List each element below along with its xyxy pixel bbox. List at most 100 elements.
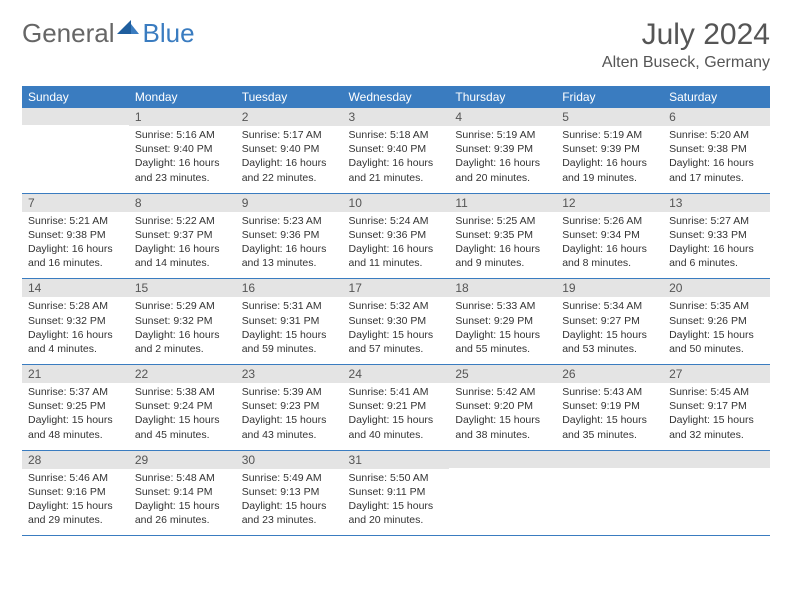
calendar-cell: 7Sunrise: 5:21 AMSunset: 9:38 PMDaylight… xyxy=(22,193,129,279)
sunset-text: Sunset: 9:36 PM xyxy=(349,228,444,242)
day-content: Sunrise: 5:35 AMSunset: 9:26 PMDaylight:… xyxy=(663,297,770,364)
daylight-text: Daylight: 15 hours and 32 minutes. xyxy=(669,413,764,441)
calendar-cell: 18Sunrise: 5:33 AMSunset: 9:29 PMDayligh… xyxy=(449,279,556,365)
calendar-cell: 17Sunrise: 5:32 AMSunset: 9:30 PMDayligh… xyxy=(343,279,450,365)
sunrise-text: Sunrise: 5:45 AM xyxy=(669,385,764,399)
sunrise-text: Sunrise: 5:48 AM xyxy=(135,471,230,485)
daylight-text: Daylight: 15 hours and 23 minutes. xyxy=(242,499,337,527)
day-header: Monday xyxy=(129,86,236,108)
calendar-cell: 1Sunrise: 5:16 AMSunset: 9:40 PMDaylight… xyxy=(129,108,236,193)
sunset-text: Sunset: 9:11 PM xyxy=(349,485,444,499)
daylight-text: Daylight: 16 hours and 9 minutes. xyxy=(455,242,550,270)
day-header: Friday xyxy=(556,86,663,108)
daylight-text: Daylight: 16 hours and 22 minutes. xyxy=(242,156,337,184)
day-content: Sunrise: 5:39 AMSunset: 9:23 PMDaylight:… xyxy=(236,383,343,450)
location-label: Alten Buseck, Germany xyxy=(602,54,770,72)
day-number: 17 xyxy=(343,279,450,297)
daylight-text: Daylight: 15 hours and 43 minutes. xyxy=(242,413,337,441)
day-content: Sunrise: 5:32 AMSunset: 9:30 PMDaylight:… xyxy=(343,297,450,364)
sunrise-text: Sunrise: 5:20 AM xyxy=(669,128,764,142)
daylight-text: Daylight: 16 hours and 19 minutes. xyxy=(562,156,657,184)
day-number xyxy=(556,451,663,468)
calendar-cell: 14Sunrise: 5:28 AMSunset: 9:32 PMDayligh… xyxy=(22,279,129,365)
calendar-cell: 12Sunrise: 5:26 AMSunset: 9:34 PMDayligh… xyxy=(556,193,663,279)
calendar-cell: 11Sunrise: 5:25 AMSunset: 9:35 PMDayligh… xyxy=(449,193,556,279)
daylight-text: Daylight: 16 hours and 2 minutes. xyxy=(135,328,230,356)
sunrise-text: Sunrise: 5:19 AM xyxy=(455,128,550,142)
daylight-text: Daylight: 15 hours and 45 minutes. xyxy=(135,413,230,441)
day-number: 25 xyxy=(449,365,556,383)
daylight-text: Daylight: 15 hours and 55 minutes. xyxy=(455,328,550,356)
sunrise-text: Sunrise: 5:27 AM xyxy=(669,214,764,228)
daylight-text: Daylight: 16 hours and 13 minutes. xyxy=(242,242,337,270)
day-content: Sunrise: 5:16 AMSunset: 9:40 PMDaylight:… xyxy=(129,126,236,193)
day-content: Sunrise: 5:25 AMSunset: 9:35 PMDaylight:… xyxy=(449,212,556,279)
sunset-text: Sunset: 9:19 PM xyxy=(562,399,657,413)
calendar-cell: 24Sunrise: 5:41 AMSunset: 9:21 PMDayligh… xyxy=(343,365,450,451)
daylight-text: Daylight: 15 hours and 57 minutes. xyxy=(349,328,444,356)
sunset-text: Sunset: 9:29 PM xyxy=(455,314,550,328)
sunset-text: Sunset: 9:35 PM xyxy=(455,228,550,242)
day-number xyxy=(449,451,556,468)
sunset-text: Sunset: 9:40 PM xyxy=(349,142,444,156)
daylight-text: Daylight: 16 hours and 14 minutes. xyxy=(135,242,230,270)
sunrise-text: Sunrise: 5:46 AM xyxy=(28,471,123,485)
day-content: Sunrise: 5:27 AMSunset: 9:33 PMDaylight:… xyxy=(663,212,770,279)
sunrise-text: Sunrise: 5:34 AM xyxy=(562,299,657,313)
sunset-text: Sunset: 9:26 PM xyxy=(669,314,764,328)
sunrise-text: Sunrise: 5:16 AM xyxy=(135,128,230,142)
day-number: 10 xyxy=(343,194,450,212)
daylight-text: Daylight: 16 hours and 8 minutes. xyxy=(562,242,657,270)
day-content: Sunrise: 5:43 AMSunset: 9:19 PMDaylight:… xyxy=(556,383,663,450)
daylight-text: Daylight: 16 hours and 23 minutes. xyxy=(135,156,230,184)
day-content: Sunrise: 5:33 AMSunset: 9:29 PMDaylight:… xyxy=(449,297,556,364)
sunset-text: Sunset: 9:38 PM xyxy=(28,228,123,242)
day-number: 20 xyxy=(663,279,770,297)
daylight-text: Daylight: 15 hours and 48 minutes. xyxy=(28,413,123,441)
day-number: 11 xyxy=(449,194,556,212)
daylight-text: Daylight: 15 hours and 59 minutes. xyxy=(242,328,337,356)
sunset-text: Sunset: 9:13 PM xyxy=(242,485,337,499)
sunset-text: Sunset: 9:25 PM xyxy=(28,399,123,413)
day-content xyxy=(663,468,770,526)
sunrise-text: Sunrise: 5:38 AM xyxy=(135,385,230,399)
day-header: Tuesday xyxy=(236,86,343,108)
calendar-cell: 13Sunrise: 5:27 AMSunset: 9:33 PMDayligh… xyxy=(663,193,770,279)
day-content: Sunrise: 5:34 AMSunset: 9:27 PMDaylight:… xyxy=(556,297,663,364)
calendar-week: 21Sunrise: 5:37 AMSunset: 9:25 PMDayligh… xyxy=(22,365,770,451)
sunrise-text: Sunrise: 5:19 AM xyxy=(562,128,657,142)
sunrise-text: Sunrise: 5:25 AM xyxy=(455,214,550,228)
day-number: 12 xyxy=(556,194,663,212)
day-header: Wednesday xyxy=(343,86,450,108)
daylight-text: Daylight: 16 hours and 11 minutes. xyxy=(349,242,444,270)
sunset-text: Sunset: 9:14 PM xyxy=(135,485,230,499)
day-number: 7 xyxy=(22,194,129,212)
day-number xyxy=(663,451,770,468)
day-number: 2 xyxy=(236,108,343,126)
sunset-text: Sunset: 9:32 PM xyxy=(135,314,230,328)
day-content: Sunrise: 5:45 AMSunset: 9:17 PMDaylight:… xyxy=(663,383,770,450)
sunrise-text: Sunrise: 5:23 AM xyxy=(242,214,337,228)
day-content xyxy=(556,468,663,526)
calendar-cell: 28Sunrise: 5:46 AMSunset: 9:16 PMDayligh… xyxy=(22,450,129,536)
sunset-text: Sunset: 9:39 PM xyxy=(562,142,657,156)
day-content: Sunrise: 5:38 AMSunset: 9:24 PMDaylight:… xyxy=(129,383,236,450)
sunrise-text: Sunrise: 5:33 AM xyxy=(455,299,550,313)
day-content: Sunrise: 5:46 AMSunset: 9:16 PMDaylight:… xyxy=(22,469,129,536)
day-content: Sunrise: 5:19 AMSunset: 9:39 PMDaylight:… xyxy=(449,126,556,193)
sunrise-text: Sunrise: 5:35 AM xyxy=(669,299,764,313)
calendar-cell xyxy=(22,108,129,193)
day-content: Sunrise: 5:28 AMSunset: 9:32 PMDaylight:… xyxy=(22,297,129,364)
daylight-text: Daylight: 15 hours and 35 minutes. xyxy=(562,413,657,441)
daylight-text: Daylight: 15 hours and 29 minutes. xyxy=(28,499,123,527)
sunset-text: Sunset: 9:21 PM xyxy=(349,399,444,413)
day-content: Sunrise: 5:26 AMSunset: 9:34 PMDaylight:… xyxy=(556,212,663,279)
daylight-text: Daylight: 16 hours and 6 minutes. xyxy=(669,242,764,270)
sunset-text: Sunset: 9:32 PM xyxy=(28,314,123,328)
daylight-text: Daylight: 15 hours and 53 minutes. xyxy=(562,328,657,356)
day-number: 28 xyxy=(22,451,129,469)
day-number: 16 xyxy=(236,279,343,297)
calendar-week: 28Sunrise: 5:46 AMSunset: 9:16 PMDayligh… xyxy=(22,450,770,536)
sunset-text: Sunset: 9:17 PM xyxy=(669,399,764,413)
calendar-cell: 6Sunrise: 5:20 AMSunset: 9:38 PMDaylight… xyxy=(663,108,770,193)
